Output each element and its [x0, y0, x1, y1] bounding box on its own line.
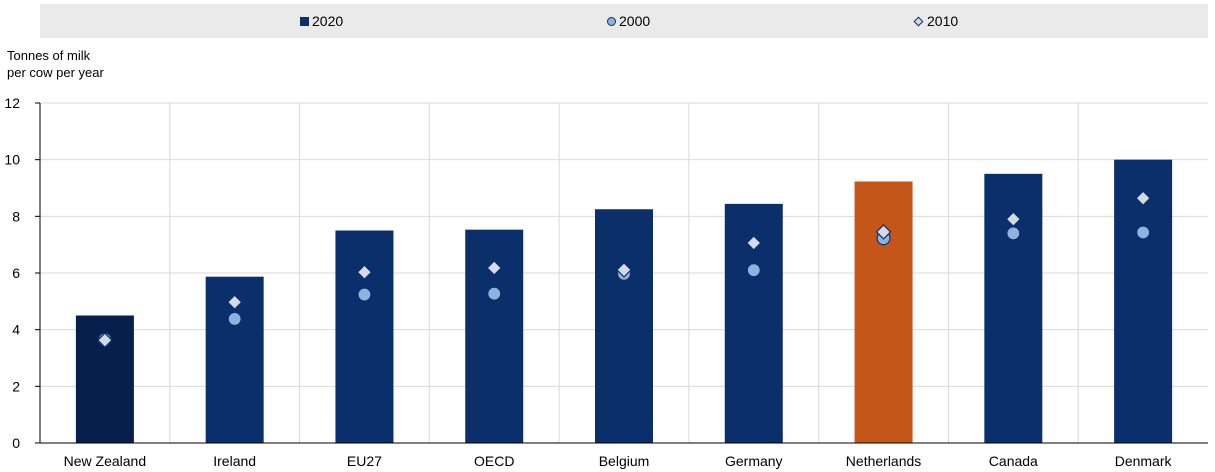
y-tick-label: 10 — [4, 152, 20, 168]
point-2010 — [1005, 211, 1022, 228]
point-2000 — [227, 311, 242, 326]
point-2010 — [486, 260, 503, 276]
legend-item-2010: 2010 — [913, 4, 959, 38]
legend: 2020 2000 2010 — [40, 4, 1208, 38]
legend-label-2020: 2020 — [312, 13, 344, 29]
x-tick-label: Canada — [989, 453, 1038, 469]
point-2010 — [356, 264, 373, 280]
y-axis-label-line-2: per cow per year — [7, 65, 104, 80]
y-tick-label: 4 — [12, 322, 20, 338]
bar-2020 — [854, 181, 913, 443]
point-2000 — [746, 263, 761, 278]
bar-2020 — [335, 230, 394, 443]
bar-2020 — [595, 209, 653, 443]
point-2000 — [487, 286, 502, 301]
y-tick-label: 0 — [12, 435, 20, 451]
point-2000 — [357, 287, 372, 302]
y-tick-label: 2 — [12, 378, 20, 394]
y-tick-label: 12 — [4, 95, 20, 111]
point-2010 — [1135, 190, 1151, 207]
legend-swatch-circle — [607, 16, 616, 26]
point-2010 — [616, 262, 632, 278]
y-tick-label: 8 — [12, 208, 20, 224]
point-2010 — [97, 332, 113, 348]
y-axis-label: Tonnes of milk per cow per year — [7, 47, 104, 81]
x-tick-label: OECD — [474, 453, 514, 469]
y-tick-label: 6 — [12, 265, 20, 281]
point-2000 — [1136, 225, 1151, 240]
point-2010 — [745, 235, 762, 251]
legend-label-2000: 2000 — [619, 13, 651, 29]
x-tick-label: New Zealand — [64, 453, 147, 469]
bar-2020 — [1114, 159, 1173, 443]
legend-label-2010: 2010 — [927, 13, 959, 29]
point-2010 — [875, 224, 892, 240]
point-2010 — [226, 294, 243, 311]
x-tick-label: Netherlands — [846, 453, 922, 469]
legend-swatch-bar — [300, 16, 309, 26]
x-tick-label: Ireland — [213, 453, 256, 469]
y-axis-label-line-1: Tonnes of milk — [7, 48, 91, 63]
x-tick-label: Denmark — [1115, 453, 1173, 469]
x-tick-label: EU27 — [347, 453, 382, 469]
point-2000 — [1006, 226, 1021, 241]
x-tick-label: Belgium — [599, 453, 650, 469]
legend-item-2000: 2000 — [607, 4, 650, 38]
x-tick-label: Germany — [725, 453, 783, 469]
legend-item-2020: 2020 — [300, 4, 343, 38]
